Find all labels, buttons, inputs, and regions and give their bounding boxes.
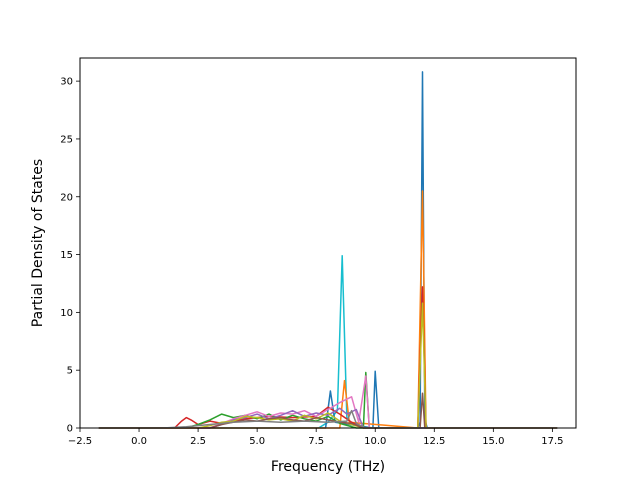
x-tick-label: 5.0 <box>249 436 265 447</box>
y-tick-label: 25 <box>60 134 73 145</box>
series-line-6 <box>98 375 558 429</box>
x-axis-ticks: −2.5 0.0 2.5 5.0 7.5 10.0 12.5 15.0 17.5 <box>68 428 564 447</box>
x-tick-label: 0.0 <box>131 436 147 447</box>
x-tick-label: 10.0 <box>364 436 386 447</box>
y-tick-label: 10 <box>60 308 73 319</box>
x-tick-label: 15.0 <box>482 436 504 447</box>
plot-frame <box>79 57 577 429</box>
y-tick-label: 30 <box>60 77 73 88</box>
y-axis-label: Partial Density of States <box>30 159 46 327</box>
plot-area <box>80 58 576 428</box>
x-tick-label: 12.5 <box>423 436 445 447</box>
x-axis-label: Frequency (THz) <box>271 459 385 475</box>
y-tick-label: 5 <box>67 366 73 377</box>
x-tick-label: −2.5 <box>68 436 92 447</box>
y-tick-label: 15 <box>60 250 73 261</box>
x-tick-label: 7.5 <box>308 436 324 447</box>
y-axis-ticks: 0 5 10 15 20 25 30 <box>60 77 80 435</box>
x-tick-label: 17.5 <box>541 436 563 447</box>
x-tick-label: 2.5 <box>190 436 206 447</box>
y-tick-label: 0 <box>67 424 73 435</box>
y-tick-label: 20 <box>60 192 73 203</box>
series-line-10 <box>98 409 558 429</box>
